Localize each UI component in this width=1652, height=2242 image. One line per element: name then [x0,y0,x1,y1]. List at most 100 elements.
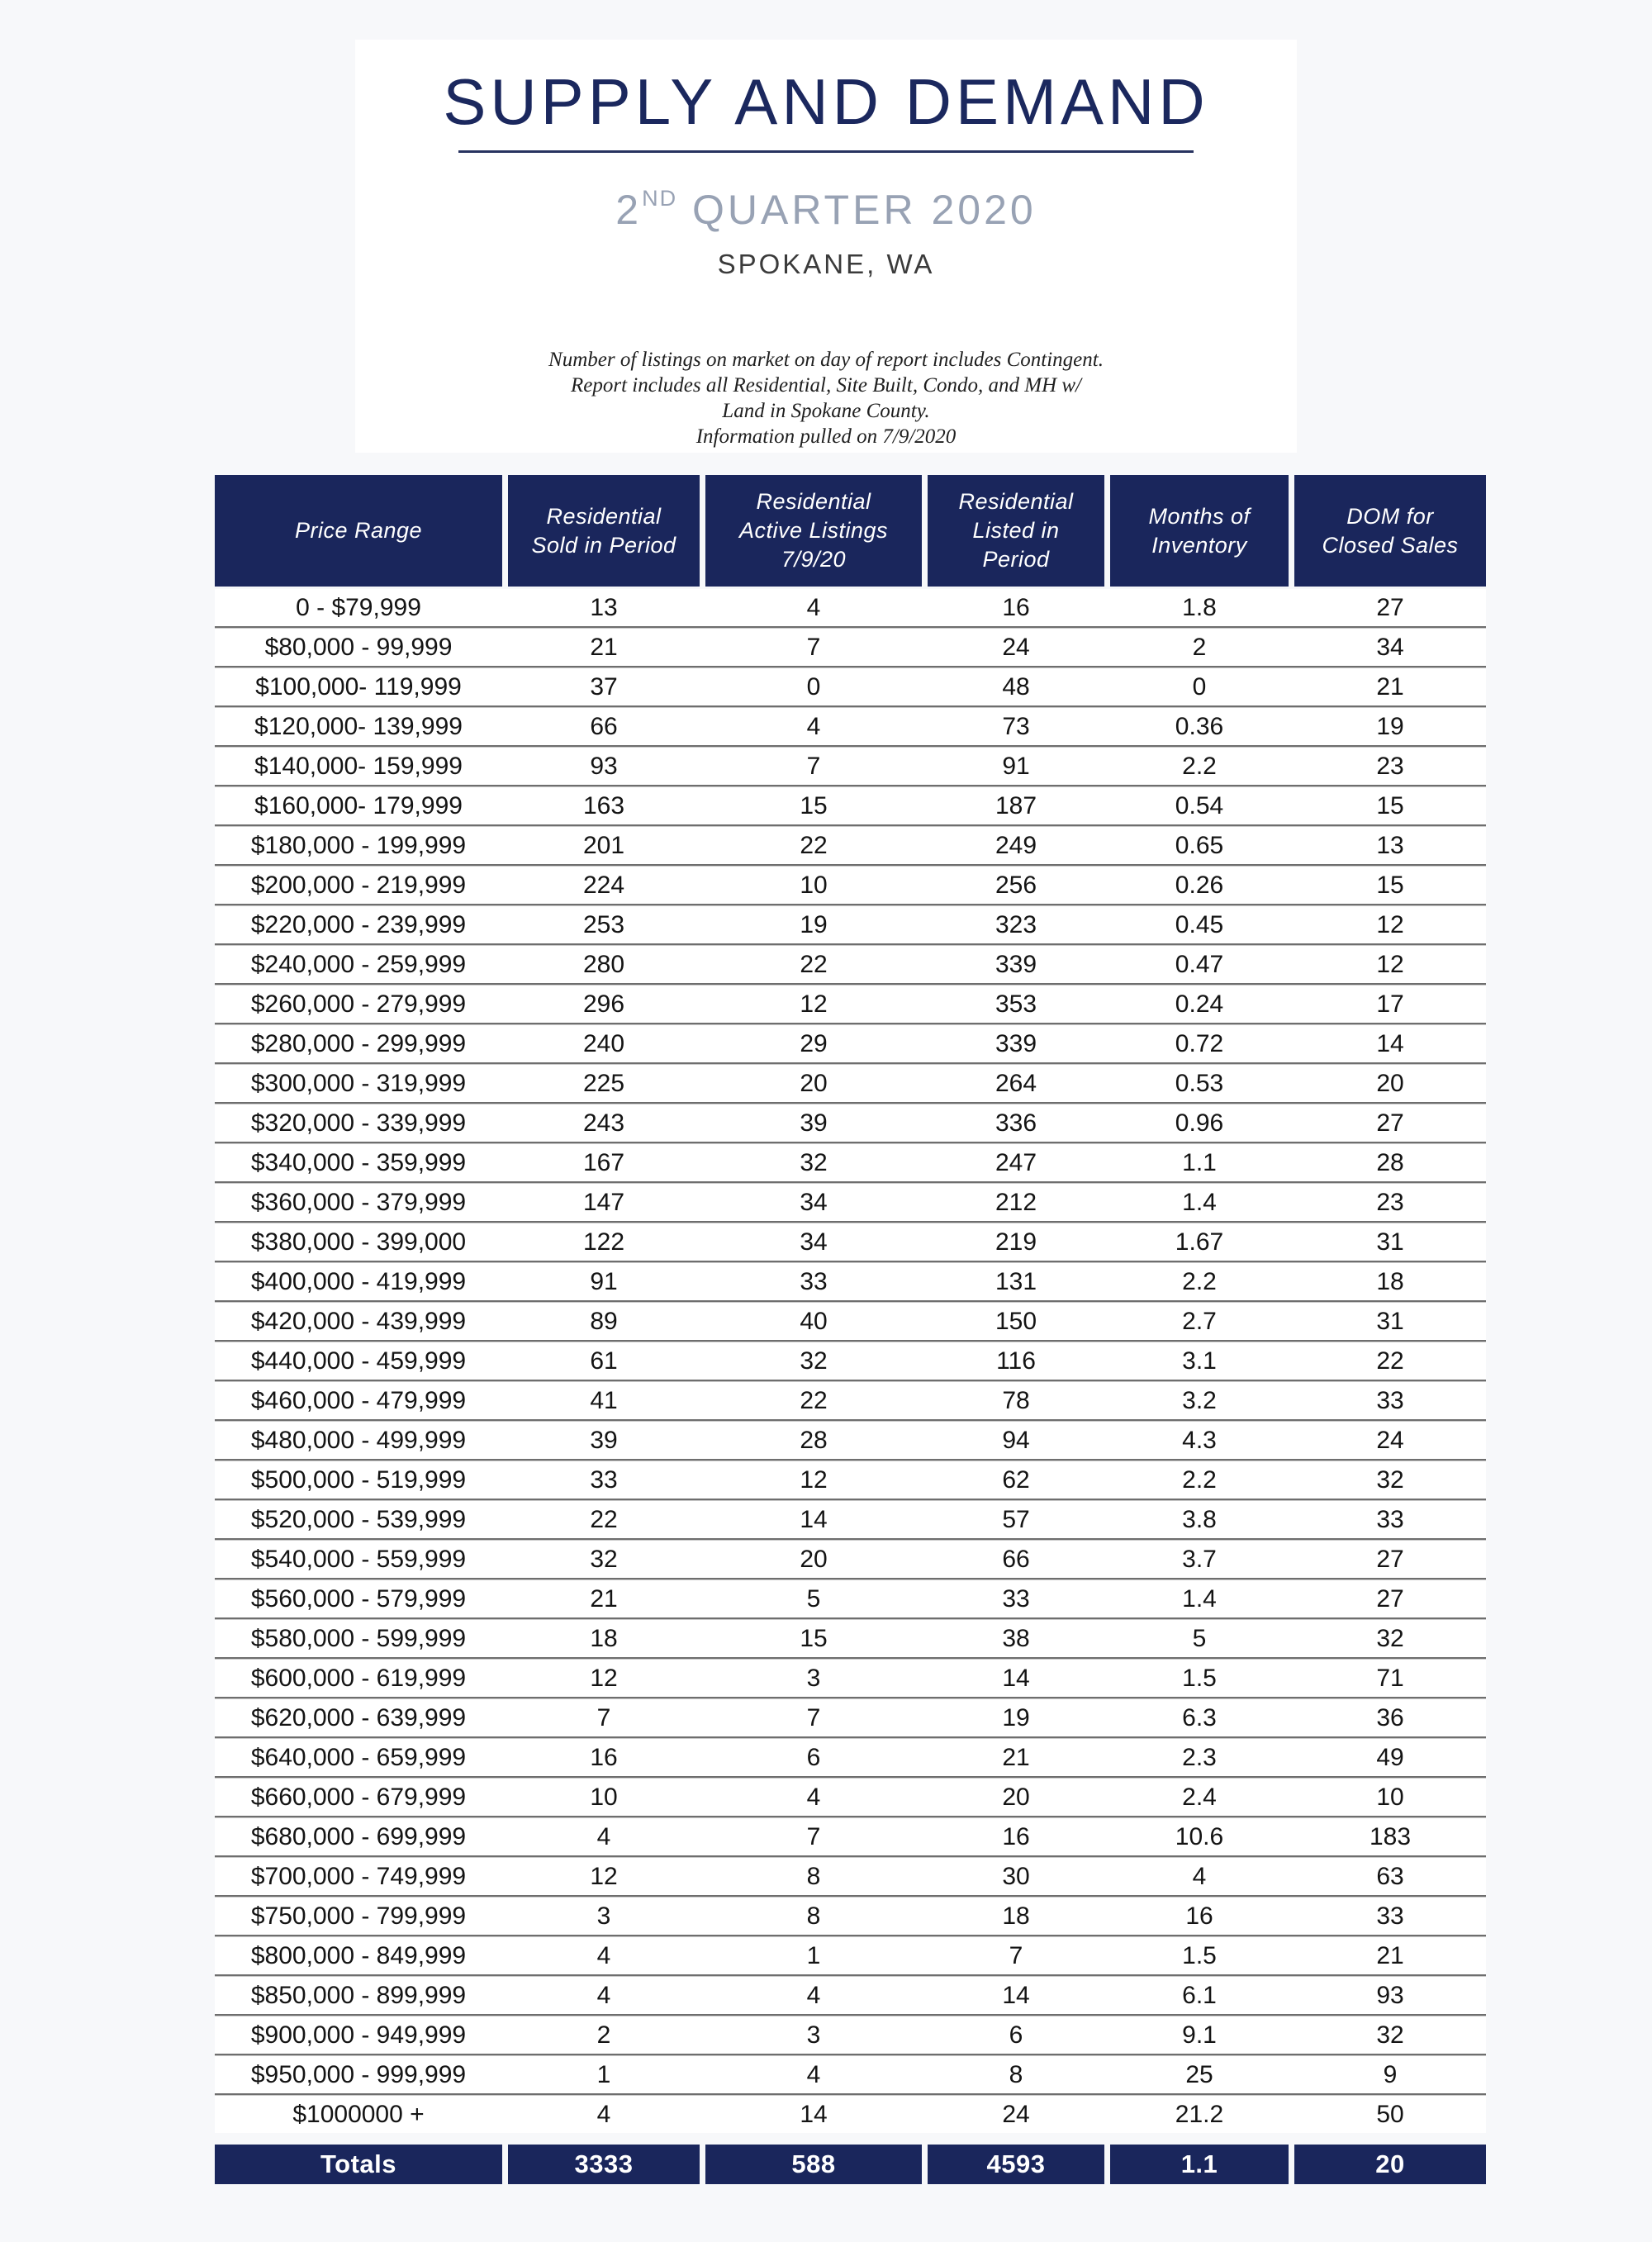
table-row: $100,000- 119,999 37 0 48 0 21 [215,668,1486,705]
supply-demand-table: Price Range Residential Sold in Period Resi… [215,475,1486,2184]
value-cell: 61 [590,1347,618,1375]
value-cell: 32 [800,1347,828,1375]
value-cell: 0 [806,672,821,701]
value-cell: 5 [1192,1624,1207,1652]
value-cell: 4 [806,712,821,740]
value-cell: 33 [1376,1902,1404,1930]
price-range-cell: $480,000 - 499,999 [250,1426,467,1454]
value-cell: 18 [1002,1902,1030,1930]
row-divider [215,983,1486,986]
totals-value: 3333 [508,2145,700,2184]
price-range-cell: $640,000 - 659,999 [250,1743,467,1771]
value-cell: 253 [582,910,625,938]
value-cell: 22 [800,831,828,859]
value-cell: 339 [995,950,1037,978]
note-line: Report includes all Residential, Site Bu… [571,374,1081,397]
price-range-cell: $180,000 - 199,999 [250,831,467,859]
price-range-cell: $560,000 - 579,999 [250,1584,467,1613]
value-cell: 30 [1002,1862,1030,1890]
value-cell: 0.47 [1175,950,1224,978]
price-range-cell: $200,000 - 219,999 [250,871,467,899]
row-divider [215,1657,1486,1660]
value-cell: 15 [1376,791,1404,819]
value-cell: 39 [590,1426,618,1454]
value-cell: 36 [1376,1703,1404,1731]
price-range-cell: $240,000 - 259,999 [250,950,467,978]
price-range-cell: $1000000 + [292,2100,425,2128]
value-cell: 13 [590,593,618,621]
value-cell: 50 [1376,2100,1404,2128]
value-cell: 14 [1376,1029,1404,1057]
page-title: SUPPLY AND DEMAND [443,65,1209,138]
value-cell: 23 [1376,1188,1404,1216]
value-cell: 4 [806,1981,821,2009]
row-divider [215,1181,1486,1184]
report-notes: Number of listings on market on day of r… [355,347,1297,449]
row-divider [215,904,1486,906]
row-divider [215,2014,1486,2016]
value-cell: 19 [1376,712,1404,740]
price-range-cell: $850,000 - 899,999 [250,1981,467,2009]
value-cell: 183 [1369,1822,1412,1850]
value-cell: 12 [1376,950,1404,978]
value-cell: 9 [1383,2060,1398,2088]
value-cell: 243 [582,1109,625,1137]
table-row: $800,000 - 849,999 4 1 7 1.5 21 [215,1937,1486,1974]
price-range-cell: $520,000 - 539,999 [250,1505,467,1533]
price-range-cell: $160,000- 179,999 [254,791,463,819]
table-row: $160,000- 179,999 163 15 187 0.54 15 [215,787,1486,824]
value-cell: 212 [995,1188,1037,1216]
value-cell: 0.53 [1175,1069,1224,1097]
value-cell: 19 [800,910,828,938]
row-divider [215,1697,1486,1699]
value-cell: 4 [596,1981,611,2009]
table-row: $580,000 - 599,999 18 15 38 5 32 [215,1620,1486,1657]
table-row: $480,000 - 499,999 39 28 94 4.3 24 [215,1422,1486,1459]
value-cell: 2.2 [1182,1465,1217,1494]
value-cell: 32 [590,1545,618,1573]
totals-value: 4593 [928,2145,1104,2184]
table-row: $420,000 - 439,999 89 40 150 2.7 31 [215,1303,1486,1340]
price-range-cell: $260,000 - 279,999 [250,990,467,1018]
value-cell: 247 [995,1148,1037,1176]
value-cell: 6 [1009,2021,1023,2049]
row-divider [215,1578,1486,1580]
value-cell: 18 [1376,1267,1404,1295]
table-row: $400,000 - 419,999 91 33 131 2.2 18 [215,1263,1486,1300]
value-cell: 93 [1376,1981,1404,2009]
value-cell: 264 [995,1069,1037,1097]
value-cell: 12 [1376,910,1404,938]
value-cell: 34 [1376,633,1404,661]
value-cell: 48 [1002,672,1030,701]
value-cell: 3 [806,2021,821,2049]
value-cell: 1.67 [1175,1228,1224,1256]
value-cell: 187 [995,791,1037,819]
value-cell: 33 [1376,1386,1404,1414]
value-cell: 31 [1376,1307,1404,1335]
value-cell: 4 [806,2060,821,2088]
totals-value: 20 [1294,2145,1486,2184]
table-row: $640,000 - 659,999 16 6 21 2.3 49 [215,1739,1486,1776]
value-cell: 8 [806,1902,821,1930]
table-row: $200,000 - 219,999 224 10 256 0.26 15 [215,867,1486,904]
row-divider [215,2093,1486,2096]
table-row: $460,000 - 479,999 41 22 78 3.2 33 [215,1382,1486,1419]
value-cell: 3 [806,1664,821,1692]
value-cell: 14 [1002,1981,1030,2009]
value-cell: 150 [995,1307,1037,1335]
row-divider [215,785,1486,787]
value-cell: 24 [1002,2100,1030,2128]
value-cell: 7 [1009,1941,1023,1969]
value-cell: 12 [590,1664,618,1692]
value-cell: 19 [1002,1703,1030,1731]
table-row: $140,000- 159,999 93 7 91 2.2 23 [215,748,1486,785]
row-divider [215,1419,1486,1422]
price-range-cell: $280,000 - 299,999 [250,1029,467,1057]
value-cell: 4 [596,1941,611,1969]
value-cell: 34 [800,1188,828,1216]
value-cell: 78 [1002,1386,1030,1414]
value-cell: 2.7 [1182,1307,1217,1335]
value-cell: 0 [1192,672,1207,701]
value-cell: 2 [596,2021,611,2049]
value-cell: 32 [800,1148,828,1176]
